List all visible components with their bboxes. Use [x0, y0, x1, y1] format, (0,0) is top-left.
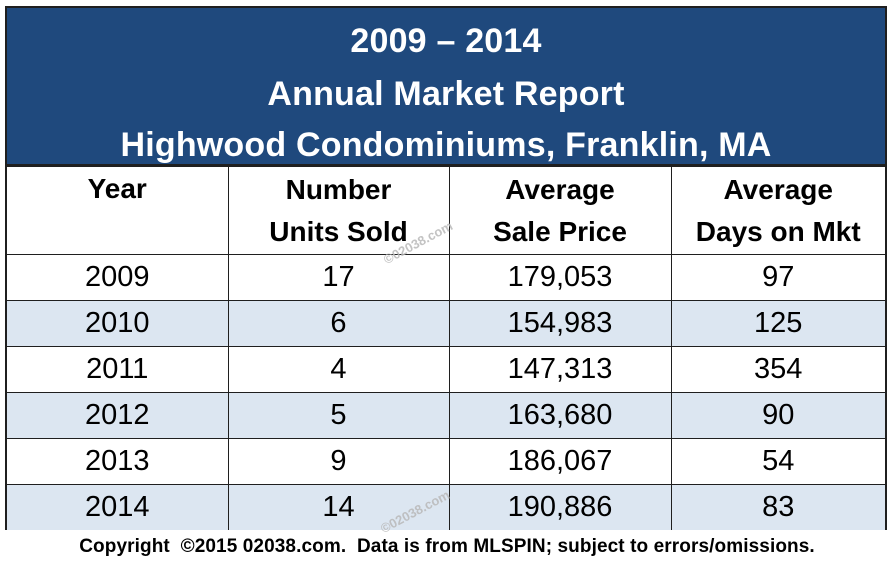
table-row: 2011 4 147,313 354 — [7, 346, 885, 393]
units-sold-cell: 17 — [227, 254, 450, 301]
column-header-line: Sale Price — [493, 215, 627, 247]
year-cell: 2013 — [7, 438, 229, 485]
column-header-line: Average — [505, 173, 615, 205]
units-sold-cell: 4 — [227, 346, 450, 393]
column-header-sale-price: Average Sale Price — [448, 166, 672, 255]
days-on-market-cell: 54 — [670, 438, 885, 485]
days-on-market-cell: 90 — [670, 392, 885, 439]
column-header-line: Number — [285, 173, 392, 205]
report-title: Annual Market Report — [267, 75, 625, 113]
sale-price-cell: 190,886 — [448, 484, 672, 530]
year-cell: 2012 — [7, 392, 229, 439]
report-subtitle: Highwood Condominiums, Franklin, MA — [120, 126, 772, 164]
column-header-days-on-market: Average Days on Mkt — [670, 166, 885, 255]
days-on-market-cell: 354 — [670, 346, 885, 393]
year-cell: 2011 — [7, 346, 229, 393]
table-header-row: Year Number Units Sold Average Sale Pric… — [7, 166, 885, 255]
copyright-footer: Copyright ©2015 02038.com. Data is from … — [79, 536, 815, 557]
report-header: 2009 – 2014 Annual Market Report Highwoo… — [7, 8, 885, 166]
units-sold-cell: 6 — [227, 300, 450, 347]
year-cell: 2009 — [7, 254, 229, 301]
table-row: 2012 5 163,680 90 — [7, 392, 885, 439]
units-sold-cell: 5 — [227, 392, 450, 439]
sale-price-cell: 179,053 — [448, 254, 672, 301]
column-header-line: Units Sold — [269, 215, 408, 247]
table-row: 2010 6 154,983 125 — [7, 300, 885, 347]
sale-price-cell: 186,067 — [448, 438, 672, 485]
column-header-year: Year — [7, 166, 229, 255]
sale-price-cell: 154,983 — [448, 300, 672, 347]
report-date-range: 2009 – 2014 — [350, 22, 542, 60]
table-row: 2009 17 179,053 97 — [7, 254, 885, 301]
column-header-units-sold: Number Units Sold — [227, 166, 450, 255]
sale-price-cell: 163,680 — [448, 392, 672, 439]
year-cell: 2014 — [7, 484, 229, 530]
units-sold-cell: 9 — [227, 438, 450, 485]
days-on-market-cell: 125 — [670, 300, 885, 347]
column-header-line: Days on Mkt — [695, 215, 861, 247]
column-header-line: Year — [87, 173, 147, 204]
year-cell: 2010 — [7, 300, 229, 347]
table-row: 2013 9 186,067 54 — [7, 438, 885, 485]
report-frame: 2009 – 2014 Annual Market Report Highwoo… — [5, 6, 887, 530]
days-on-market-cell: 83 — [670, 484, 885, 530]
sale-price-cell: 147,313 — [448, 346, 672, 393]
days-on-market-cell: 97 — [670, 254, 885, 301]
units-sold-cell: 14 — [227, 484, 450, 530]
table-row: 2014 14 190,886 83 — [7, 484, 885, 530]
market-report-table: Year Number Units Sold Average Sale Pric… — [7, 166, 885, 530]
column-header-line: Average — [723, 173, 833, 205]
